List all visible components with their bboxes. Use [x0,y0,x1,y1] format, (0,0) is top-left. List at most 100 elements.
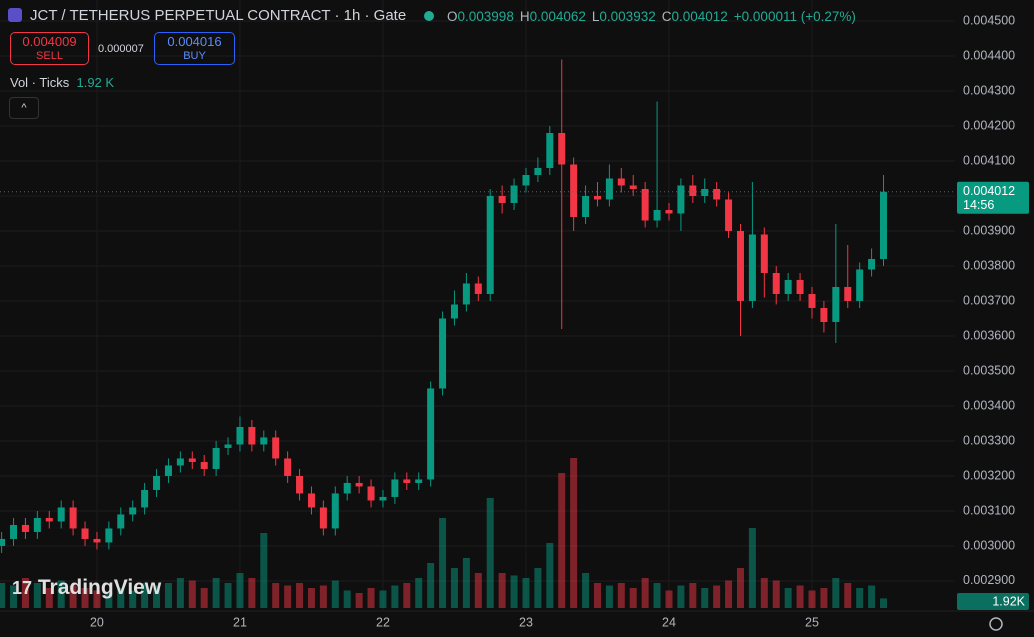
candle-body [81,528,89,539]
y-tick-label: 0.003600 [963,328,1015,342]
candle-body [677,185,685,214]
volume-bar [10,585,18,608]
volume-bar [69,585,77,608]
sell-button[interactable]: 0.004009 SELL [10,32,89,65]
collapse-button[interactable]: ^ [9,97,39,119]
logo: 17 TradingView [12,576,162,599]
candle-body [415,479,423,483]
candle-body [665,209,673,214]
candle-body [725,199,733,231]
candle-body [33,517,41,532]
candle-body [593,195,601,200]
volume-bar [510,575,518,608]
volume-bar [212,578,220,608]
candle-body [212,447,220,469]
candle-body [462,283,470,305]
volume-bar [117,588,125,608]
volume-bar [105,593,113,608]
volume-bar [248,578,256,608]
y-tick-label: 0.003300 [963,433,1015,447]
sell-label: SELL [36,50,63,62]
sell-price: 0.004009 [22,34,77,49]
volume-bar [665,590,673,608]
candle-body [236,426,244,445]
volume-bar [33,583,41,608]
volume-bar [796,585,804,608]
volume-bar [200,588,208,608]
volume-bar [725,580,733,608]
buy-price: 0.004016 [167,34,222,49]
ohlc-key: L [591,9,600,24]
volume-bar [677,585,685,608]
chart-title[interactable]: JCT / TETHERUS PERPETUAL CONTRACT · 1h ·… [30,7,407,24]
volume-bar [784,588,792,608]
volume-bar [331,580,339,608]
volume-bar [141,583,149,608]
candle-body [105,528,113,543]
volume-bar [57,580,65,608]
candle-body [248,426,256,445]
price-tag-value: 0.004012 [963,184,1015,198]
candle-body [307,493,315,508]
candle-body [367,486,375,501]
candle-body [713,188,721,200]
candle-body [617,178,625,186]
settings-icon [989,617,1003,631]
candle-body [796,279,804,294]
candle-body [379,496,387,501]
candle-body [403,479,411,483]
y-tick-label: 0.003700 [963,293,1015,307]
candle-body [498,195,506,203]
candle-body [641,188,649,221]
y-tick-label: 0.003100 [963,503,1015,517]
candle-body [93,538,101,543]
volume-bar [164,583,172,608]
candle-body [164,465,172,476]
volume-bar [546,543,554,608]
candle-body [570,164,578,217]
candle-body [188,458,196,462]
volume-bar [832,578,840,608]
volume-bar [284,585,292,608]
y-tick-label: 0.002900 [963,573,1015,587]
candle-body [391,479,399,497]
candle-body [486,195,494,294]
y-tick-label: 0.004400 [963,48,1015,62]
volume-bar [629,588,637,608]
status-dot [424,11,434,21]
candle-body [224,444,232,448]
buy-button[interactable]: 0.004016 BUY [154,32,235,65]
candle-body [808,293,816,308]
volume-bar [689,583,697,608]
volume-bar [844,583,852,608]
volume-bar [486,498,494,608]
volume-bar [391,585,399,608]
ohlc-key: C [661,9,672,24]
volume-bar [534,568,542,608]
volume-bar [343,590,351,608]
candle-body [736,230,744,301]
volume-tag-value: 1.92K [992,594,1025,608]
volume-bar [272,583,280,608]
candle-body [879,191,887,259]
volume-bar [868,585,876,608]
volume-bar [474,573,482,608]
candle-body [176,458,184,466]
volume-bar [379,590,387,608]
y-tick-label: 0.003000 [963,538,1015,552]
spread: 0.000007 [98,43,144,55]
volume-bar [176,578,184,608]
x-tick-label: 22 [376,615,390,629]
candle-body [689,185,697,196]
candle-body [439,318,447,389]
x-tick-label: 21 [233,615,247,629]
candle-body [141,489,149,508]
volume-legend: Vol · Ticks 1.92 K [10,75,114,90]
volume-bar [21,578,29,608]
candle-body [57,507,65,522]
y-tick-label: 0.004100 [963,153,1015,167]
volume-bar [820,588,828,608]
volume-bar [319,585,327,608]
volume-bar [153,585,161,608]
